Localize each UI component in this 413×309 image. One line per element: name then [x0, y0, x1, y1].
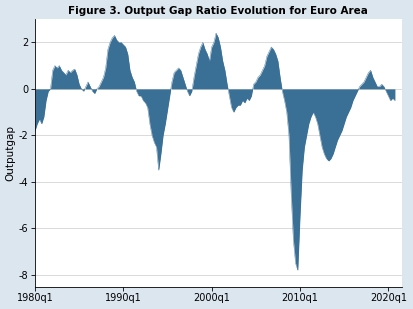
Y-axis label: Outputgap: Outputgap: [5, 125, 16, 181]
Title: Figure 3. Output Gap Ratio Evolution for Euro Area: Figure 3. Output Gap Ratio Evolution for…: [68, 6, 367, 15]
